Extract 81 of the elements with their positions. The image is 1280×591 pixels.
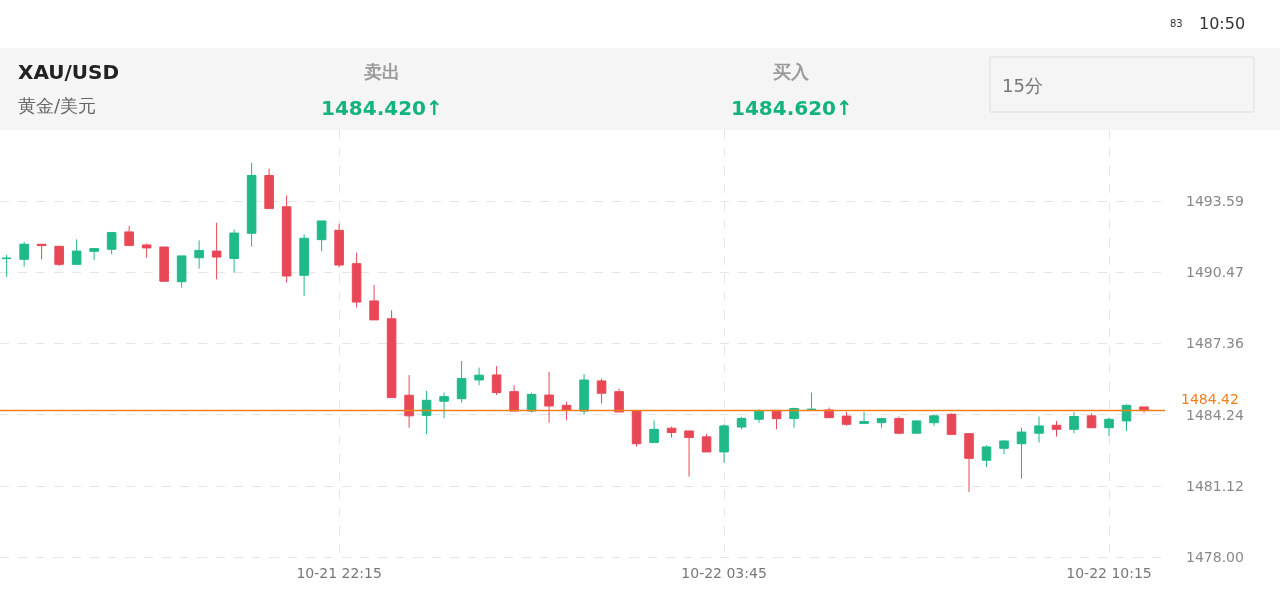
candlestick bbox=[754, 408, 764, 424]
candlestick bbox=[561, 401, 572, 421]
candlestick bbox=[789, 407, 799, 429]
text: 1484.620↑ bbox=[731, 96, 853, 120]
candlestick bbox=[299, 233, 309, 297]
candlestick bbox=[526, 392, 537, 414]
candlestick bbox=[964, 433, 974, 493]
text: 15分 bbox=[1002, 75, 1043, 96]
candlestick bbox=[841, 411, 852, 427]
candlestick bbox=[701, 433, 712, 453]
candlestick bbox=[894, 416, 904, 435]
candlestick bbox=[684, 430, 694, 478]
y-tick-label: 1493.59 bbox=[1186, 192, 1244, 209]
candlestick bbox=[981, 444, 992, 468]
candlestick bbox=[1034, 416, 1044, 444]
x-tick-label: 10-22 10:15 bbox=[1066, 565, 1152, 581]
text: 买入 bbox=[773, 61, 810, 82]
candlestick bbox=[369, 284, 379, 321]
candlestick bbox=[404, 374, 414, 429]
candlestick bbox=[876, 417, 887, 429]
candlestick bbox=[579, 373, 589, 415]
candlestick bbox=[124, 225, 134, 247]
candlestick bbox=[1104, 417, 1114, 437]
candlestick bbox=[509, 384, 519, 412]
candlestick bbox=[859, 411, 869, 425]
candlestick bbox=[36, 243, 47, 260]
chart-title: XAU/USD bbox=[18, 60, 120, 84]
y-tick-label: 1484.24 bbox=[1186, 406, 1244, 423]
candlestick bbox=[246, 162, 257, 248]
candlestick bbox=[89, 247, 99, 261]
candlestick bbox=[1016, 427, 1027, 480]
candlestick bbox=[596, 378, 607, 405]
candlestick bbox=[439, 392, 449, 419]
candlestick bbox=[719, 423, 729, 464]
candlestick bbox=[946, 412, 957, 435]
candlestick bbox=[631, 410, 642, 448]
candlestick bbox=[474, 367, 484, 386]
candlestick bbox=[456, 360, 467, 404]
y-tick-label: 1490.47 bbox=[1186, 264, 1244, 281]
candlestick bbox=[141, 243, 152, 259]
candlestick bbox=[649, 419, 659, 444]
candlestick bbox=[159, 246, 169, 283]
candlestick bbox=[911, 420, 922, 434]
candlestick bbox=[106, 231, 117, 255]
candlestick bbox=[614, 388, 624, 413]
ref-line-label: 1484.42 bbox=[1181, 391, 1239, 407]
y-tick-label: 1487.36 bbox=[1186, 335, 1244, 352]
candlestick bbox=[421, 390, 432, 435]
candlestick bbox=[194, 239, 204, 270]
text: 83 bbox=[1170, 18, 1183, 29]
candlestick bbox=[1051, 420, 1062, 438]
candlestick bbox=[54, 245, 64, 267]
candlestick bbox=[666, 426, 677, 439]
candlestick bbox=[229, 228, 239, 274]
text: 卖出 bbox=[364, 61, 400, 82]
candlestick bbox=[386, 309, 397, 399]
candlestick bbox=[264, 168, 274, 210]
candlestick bbox=[929, 413, 939, 427]
chart-subtitle: 黄金/美元 bbox=[18, 95, 97, 116]
candlestick bbox=[544, 371, 554, 424]
candlestick bbox=[351, 252, 362, 309]
candlestick bbox=[491, 365, 502, 396]
candlestick bbox=[736, 416, 747, 430]
candlestick bbox=[211, 222, 222, 280]
candlestick bbox=[1, 254, 12, 278]
candlestick bbox=[1086, 412, 1097, 429]
x-tick-label: 10-21 22:15 bbox=[296, 565, 382, 581]
candlestick bbox=[71, 238, 82, 266]
y-tick-label: 1478.00 bbox=[1186, 549, 1244, 566]
x-tick-label: 10-22 03:45 bbox=[681, 565, 767, 581]
candlestick bbox=[1121, 403, 1132, 432]
candlestick bbox=[999, 439, 1009, 455]
candlestick bbox=[176, 255, 187, 289]
candlestick bbox=[19, 241, 29, 268]
y-tick-label: 1481.12 bbox=[1186, 477, 1244, 494]
candlestick bbox=[316, 220, 327, 252]
candlestick bbox=[281, 194, 292, 284]
candlestick bbox=[334, 223, 344, 269]
text: 10:50 bbox=[1199, 14, 1246, 33]
candlestick bbox=[1069, 411, 1079, 434]
text: 1484.420↑ bbox=[321, 96, 443, 120]
